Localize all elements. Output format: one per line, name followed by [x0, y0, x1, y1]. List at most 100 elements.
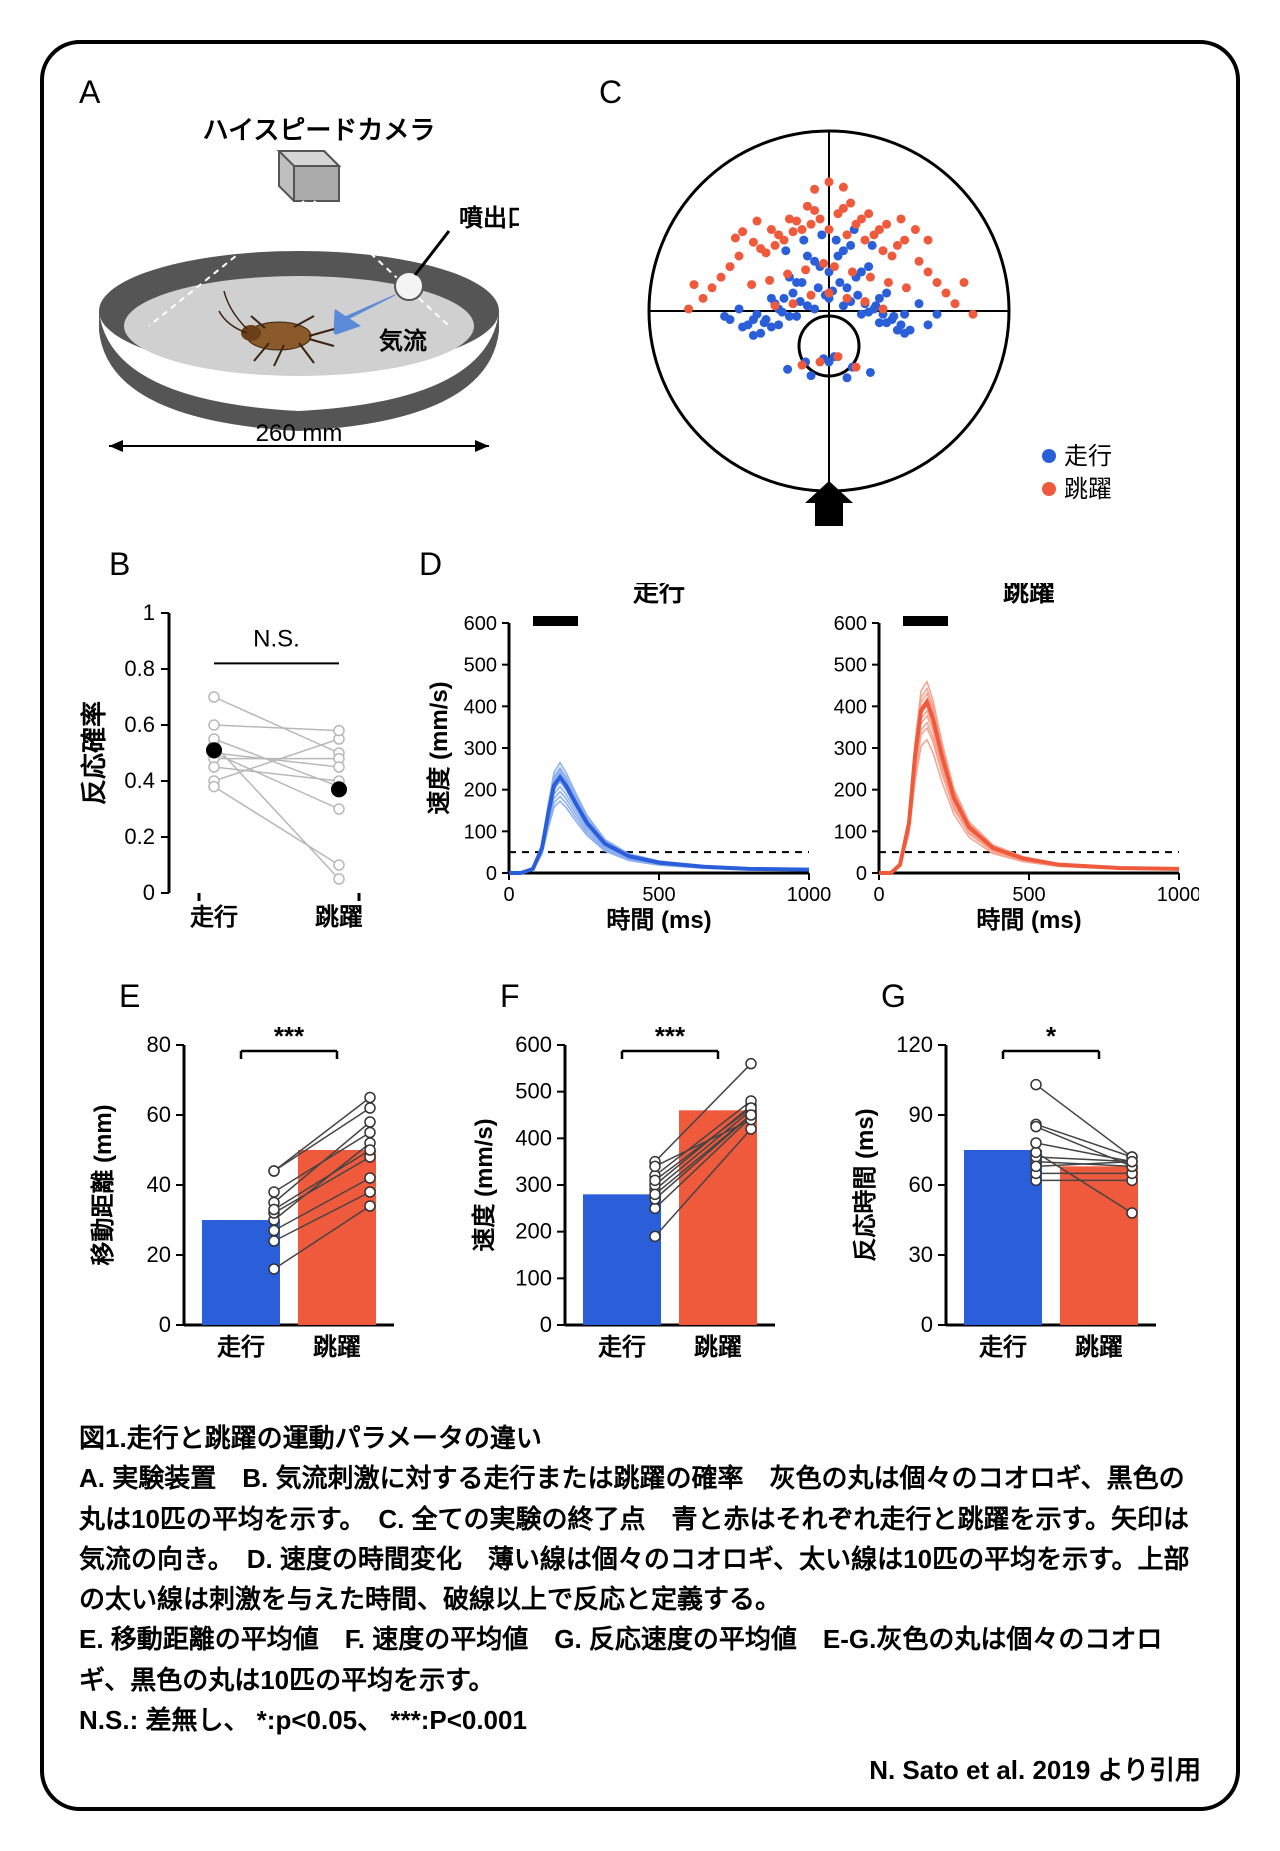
svg-text:90: 90 — [909, 1102, 933, 1127]
row-ac: A ハイスピードカメラ噴出口気流 260 mm C 走行跳躍 — [79, 74, 1201, 536]
svg-text:走行: 走行 — [633, 583, 685, 607]
panel-c-label: C — [599, 74, 1201, 111]
svg-text:600: 600 — [834, 613, 867, 635]
svg-text:200: 200 — [834, 780, 867, 802]
svg-text:0.2: 0.2 — [124, 824, 155, 849]
svg-text:気流: 気流 — [379, 327, 427, 355]
row-bd: B 00.20.40.60.81N.S.走行跳躍反応確率 D 走行0100200… — [79, 546, 1201, 958]
svg-text:0: 0 — [486, 863, 497, 885]
svg-text:走行: 走行 — [979, 1333, 1027, 1361]
panel-f-label: F — [500, 978, 820, 1015]
svg-text:噴出口: 噴出口 — [459, 205, 519, 232]
svg-text:跳躍: 跳躍 — [313, 1334, 361, 1361]
caption-efg: E. 移動距離の平均値 F. 速度の平均値 G. 反応速度の平均値 E-G.灰色… — [79, 1619, 1201, 1700]
svg-text:400: 400 — [515, 1125, 552, 1150]
figure-caption: 図1.走行と跳躍の運動パラメータの違い A. 実験装置 B. 気流刺激に対する走… — [79, 1418, 1201, 1740]
panel-d-svg: 走行010020030040050060005001000時間 (ms)速度 (… — [399, 583, 1199, 953]
svg-text:時間 (ms): 時間 (ms) — [976, 907, 1081, 934]
svg-text:20: 20 — [147, 1242, 171, 1267]
svg-text:反応時間 (ms): 反応時間 (ms) — [851, 1108, 879, 1261]
figure-container: A ハイスピードカメラ噴出口気流260 mm C 走行跳躍 B 00.20.40… — [40, 40, 1240, 1811]
panel-a-label: A — [79, 74, 559, 111]
panel-e-label: E — [119, 978, 439, 1015]
svg-text:0.4: 0.4 — [124, 768, 155, 793]
svg-text:0: 0 — [873, 884, 884, 906]
svg-text:0.8: 0.8 — [124, 656, 155, 681]
svg-text:反応確率: 反応確率 — [79, 701, 109, 805]
svg-text:0: 0 — [540, 1312, 552, 1337]
svg-text:移動距離 (mm): 移動距離 (mm) — [89, 1104, 117, 1265]
svg-text:跳躍: 跳躍 — [1064, 476, 1112, 503]
svg-text:600: 600 — [464, 613, 497, 635]
svg-text:0: 0 — [143, 880, 155, 905]
svg-text:0: 0 — [856, 863, 867, 885]
svg-text:600: 600 — [515, 1032, 552, 1057]
svg-text:400: 400 — [834, 696, 867, 718]
row-efg: E 020406080***走行跳躍移動距離 (mm) F 0100200300… — [79, 978, 1201, 1400]
panel-a-svg: ハイスピードカメラ噴出口気流 260 mm — [79, 111, 519, 461]
panel-d: D 走行010020030040050060005001000時間 (ms)速度… — [399, 546, 1201, 958]
panel-g-svg: 0 30 60 90 120 * 走行 跳躍 反応時間 (ms) — [841, 1015, 1201, 1395]
svg-text:300: 300 — [834, 738, 867, 760]
svg-text:1000: 1000 — [787, 884, 832, 906]
svg-text:30: 30 — [909, 1242, 933, 1267]
svg-text:300: 300 — [515, 1172, 552, 1197]
svg-text:0.6: 0.6 — [124, 712, 155, 737]
svg-text:60: 60 — [909, 1172, 933, 1197]
caption-stats: N.S.: 差無し、 *:p<0.05、 ***:P<0.001 — [79, 1700, 1201, 1740]
svg-text:速度 (mm/s): 速度 (mm/s) — [470, 1118, 498, 1251]
svg-text:120: 120 — [896, 1032, 933, 1057]
panel-b-svg: 0 0.2 0.4 0.6 0.8 1 N.S. 走行 跳躍 反応確率 — [79, 583, 379, 953]
panel-f: F 0 100 200 300 400 500 600 *** 走行 跳躍 速度 (mm/s) — [460, 978, 820, 1400]
svg-text:80: 80 — [147, 1032, 171, 1057]
svg-text:跳躍: 跳躍 — [315, 904, 363, 931]
svg-text:500: 500 — [1012, 884, 1045, 906]
svg-text:500: 500 — [464, 655, 497, 677]
svg-text:500: 500 — [834, 655, 867, 677]
svg-text:走行: 走行 — [1064, 443, 1112, 470]
svg-text:跳躍: 跳躍 — [1075, 1334, 1123, 1361]
svg-text:0: 0 — [921, 1312, 933, 1337]
svg-text:500: 500 — [515, 1079, 552, 1104]
caption-abcd: A. 実験装置 B. 気流刺激に対する走行または跳躍の確率 灰色の丸は個々のコオ… — [79, 1458, 1201, 1619]
svg-text:1000: 1000 — [1157, 884, 1199, 906]
svg-text:速度 (mm/s): 速度 (mm/s) — [425, 681, 453, 814]
panel-d-label: D — [419, 546, 1201, 583]
svg-text:500: 500 — [642, 884, 675, 906]
svg-text:走行: 走行 — [190, 903, 238, 931]
svg-text:***: *** — [274, 1021, 305, 1051]
svg-text:走行: 走行 — [598, 1333, 646, 1361]
panel-f-svg: 0 100 200 300 400 500 600 *** 走行 跳躍 速度 (mm/s) — [460, 1015, 820, 1395]
svg-text:1: 1 — [143, 600, 155, 625]
svg-text:***: *** — [655, 1021, 686, 1051]
svg-text:N.S.: N.S. — [253, 626, 300, 653]
panel-e-svg: 0 20 40 60 80 *** 走行 跳躍 移動距離 (mm) — [79, 1015, 439, 1395]
svg-text:40: 40 — [147, 1172, 171, 1197]
svg-text:100: 100 — [515, 1265, 552, 1290]
svg-text:ハイスピードカメラ: ハイスピードカメラ — [203, 115, 436, 145]
panel-g: G 0 30 60 90 120 * 走行 跳躍 反応時間 (ms) — [841, 978, 1201, 1400]
svg-text:走行: 走行 — [217, 1333, 265, 1361]
svg-text:260 mm: 260 mm — [256, 420, 343, 447]
svg-text:400: 400 — [464, 696, 497, 718]
svg-text:60: 60 — [147, 1102, 171, 1127]
svg-text:300: 300 — [464, 738, 497, 760]
panel-b: B 0 0.2 0.4 0.6 0.8 1 N.S. 走行 跳躍 反応確率 — [79, 546, 399, 958]
svg-text:跳躍: 跳躍 — [694, 1334, 742, 1361]
svg-text:200: 200 — [515, 1219, 552, 1244]
svg-text:100: 100 — [464, 821, 497, 843]
svg-text:時間 (ms): 時間 (ms) — [606, 907, 711, 934]
panel-b-label: B — [109, 546, 399, 583]
panel-e: E 0 20 40 60 80 *** 走行 跳躍 移動距離 (mm) — [79, 978, 439, 1400]
panel-a: A ハイスピードカメラ噴出口気流 260 mm — [79, 74, 559, 536]
svg-text:*: * — [1046, 1021, 1057, 1051]
svg-text:跳躍: 跳躍 — [1003, 583, 1055, 607]
attribution: N. Sato et al. 2019 より引用 — [79, 1750, 1201, 1787]
panel-g-label: G — [881, 978, 1201, 1015]
caption-title: 図1.走行と跳躍の運動パラメータの違い — [79, 1418, 1201, 1458]
panel-c-svg: 走行跳躍 — [559, 111, 1199, 531]
svg-text:200: 200 — [464, 780, 497, 802]
svg-text:0: 0 — [503, 884, 514, 906]
svg-text:0: 0 — [159, 1312, 171, 1337]
svg-text:100: 100 — [834, 821, 867, 843]
